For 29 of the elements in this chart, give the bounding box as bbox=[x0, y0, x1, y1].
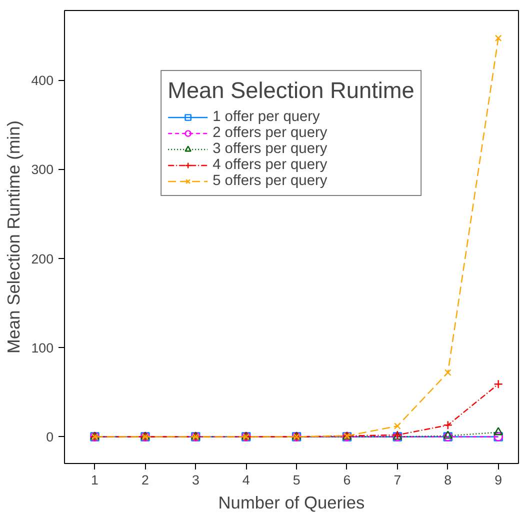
x-axis-title: Number of Queries bbox=[218, 492, 366, 512]
point bbox=[494, 427, 503, 436]
point bbox=[443, 420, 452, 430]
x-tick-label: 4 bbox=[242, 472, 250, 488]
x-tick-label: 8 bbox=[444, 472, 452, 488]
x-tick-label: 2 bbox=[142, 472, 149, 488]
y-tick-label: 200 bbox=[31, 251, 54, 266]
x-tick-label: 3 bbox=[192, 472, 200, 488]
point bbox=[494, 380, 503, 389]
point bbox=[443, 430, 452, 439]
point bbox=[394, 422, 401, 430]
legend-label: 2 offers per query bbox=[212, 125, 328, 141]
legend-label: 3 offers per query bbox=[212, 141, 328, 157]
point bbox=[444, 369, 452, 376]
x-tick-label: 9 bbox=[494, 472, 502, 488]
legend-label: 1 offer per query bbox=[212, 109, 320, 125]
y-tick-label: 400 bbox=[31, 73, 54, 88]
point bbox=[494, 34, 502, 42]
legend-label: 5 offers per query bbox=[212, 173, 328, 189]
y-tick-label: 300 bbox=[31, 162, 54, 178]
y-tick-label: 0 bbox=[46, 430, 54, 445]
x-tick-label: 6 bbox=[343, 472, 351, 488]
x-tick-label: 7 bbox=[394, 472, 402, 488]
x-tick-label: 1 bbox=[91, 472, 98, 488]
x-tick-label: 5 bbox=[292, 472, 300, 488]
legend-title: Mean Selection Runtime bbox=[168, 77, 414, 104]
legend-label: 4 offers per query bbox=[212, 157, 328, 173]
y-tick-label: 100 bbox=[31, 340, 54, 356]
y-axis-title: Mean Selection Runtime (min) bbox=[3, 120, 24, 354]
